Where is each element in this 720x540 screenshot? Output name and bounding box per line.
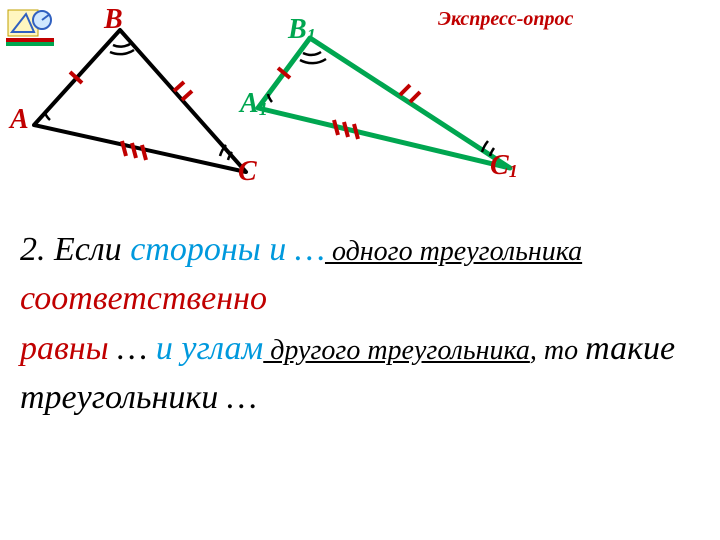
vertex-a1-label: A1 bbox=[240, 88, 268, 120]
vertex-c1-label: C1 bbox=[490, 150, 518, 182]
vertex-b-label: B bbox=[104, 4, 123, 36]
triangle-a1b1c1 bbox=[258, 38, 510, 168]
vertex-b1-label: B1 bbox=[288, 14, 316, 46]
theorem-text: 2. Если стороны и … одного треугольника … bbox=[20, 225, 700, 422]
vertex-c-label: C bbox=[238, 156, 257, 188]
triangle-abc bbox=[34, 30, 246, 172]
vertex-a-label: A bbox=[10, 104, 29, 136]
